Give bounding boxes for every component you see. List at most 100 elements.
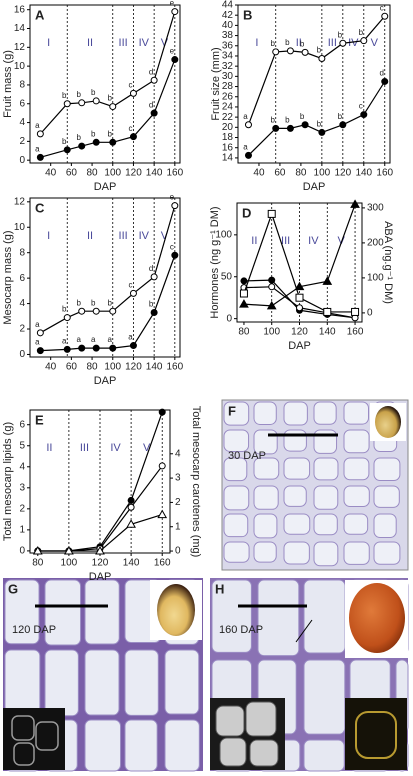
point xyxy=(295,293,304,302)
point xyxy=(63,345,71,353)
y-tick-label: 14 xyxy=(14,23,26,34)
stage-label: 160 DAP xyxy=(219,624,263,636)
point xyxy=(36,347,44,355)
y-tick-label: 10 xyxy=(14,61,26,72)
y-axis-label: Fruit size (mm) xyxy=(210,47,222,120)
point xyxy=(158,462,166,470)
significance-letter: b xyxy=(91,298,96,307)
x-tick-label: 80 xyxy=(238,327,250,338)
y2-tick-label: 200 xyxy=(367,238,384,249)
significance-letter: c xyxy=(128,124,132,133)
significance-letter: b xyxy=(62,91,67,100)
significance-letter: b xyxy=(76,298,81,307)
point xyxy=(78,99,86,107)
significance-letter: b xyxy=(338,112,343,121)
point xyxy=(63,314,71,322)
significance-letter: a xyxy=(128,333,133,342)
point xyxy=(244,151,252,159)
cell xyxy=(164,719,200,772)
cell xyxy=(124,649,159,716)
cell xyxy=(313,513,338,536)
point xyxy=(360,111,368,119)
phase-label: II xyxy=(296,37,302,49)
y-tick-label: 2 xyxy=(19,324,25,335)
x-axis-label: DAP xyxy=(303,181,326,193)
cell xyxy=(253,513,278,539)
point xyxy=(36,153,44,161)
significance-letter: c xyxy=(359,102,363,111)
panel-label: H xyxy=(215,581,224,596)
y-tick-label: 42 xyxy=(222,10,234,21)
point xyxy=(272,124,280,132)
phase-label: I xyxy=(47,230,50,242)
y-tick-label: 10 xyxy=(14,222,26,233)
series-line xyxy=(40,59,176,158)
significance-letter: a xyxy=(62,336,67,345)
y-tick-label: 4 xyxy=(19,117,25,128)
panel-label: D xyxy=(242,205,251,220)
x-tick-label: 60 xyxy=(66,168,78,179)
significance-letter: b xyxy=(285,38,290,47)
cell xyxy=(253,485,279,510)
point xyxy=(322,276,333,285)
point xyxy=(339,39,347,47)
phase-label: III xyxy=(119,37,128,49)
x-tick-label: 40 xyxy=(45,362,57,373)
point xyxy=(268,276,276,284)
y2-tick-label: 100 xyxy=(367,273,384,284)
panel-label: G xyxy=(8,581,18,596)
cell xyxy=(313,541,339,567)
micrograph-f: F 30 DAP xyxy=(221,399,409,571)
significance-letter: e xyxy=(170,47,175,56)
panel-label: C xyxy=(35,200,45,215)
point xyxy=(240,277,248,285)
y-tick-label: 24 xyxy=(222,102,234,113)
significance-letter: b xyxy=(300,112,305,121)
x-tick-label: 140 xyxy=(146,362,163,373)
point xyxy=(78,142,86,150)
significance-letter: a xyxy=(108,335,113,344)
point xyxy=(63,146,71,154)
point xyxy=(294,281,305,291)
x-tick-label: 160 xyxy=(154,558,171,569)
point xyxy=(92,344,100,352)
significance-letter: c xyxy=(128,81,132,90)
x-tick-label: 100 xyxy=(61,558,78,569)
point xyxy=(150,109,158,117)
cell xyxy=(343,541,370,565)
significance-letter: b xyxy=(91,129,96,138)
x-tick-label: 140 xyxy=(123,558,140,569)
x-tick-label: 100 xyxy=(263,327,280,338)
y-tick-label: 4 xyxy=(19,461,25,472)
point xyxy=(92,307,100,315)
stage-label: 30 DAP xyxy=(228,450,266,462)
y2-tick-label: 0 xyxy=(175,546,181,557)
cell xyxy=(313,401,337,425)
point xyxy=(109,103,117,111)
y2-axis-label: Total mesocarp carotenes (mg) xyxy=(190,406,202,558)
significance-letter: b xyxy=(338,30,343,39)
x-tick-label: 80 xyxy=(87,362,99,373)
point xyxy=(150,308,158,316)
point xyxy=(129,342,137,350)
significance-letter: b xyxy=(76,90,81,99)
y-tick-label: 30 xyxy=(222,71,234,82)
x-tick-label: 120 xyxy=(334,168,351,179)
significance-letter: b xyxy=(62,305,67,314)
phase-label: III xyxy=(80,442,89,454)
y-tick-label: 28 xyxy=(222,81,234,92)
y2-tick-label: 0 xyxy=(367,308,373,319)
cell xyxy=(253,541,277,563)
cell xyxy=(373,541,401,565)
point xyxy=(267,209,276,218)
y-tick-label: 0 xyxy=(19,155,25,166)
significance-letter: c xyxy=(128,281,132,290)
phase-label: IV xyxy=(139,230,150,242)
cell xyxy=(223,485,250,511)
significance-letter: d xyxy=(149,67,153,76)
point xyxy=(360,37,368,45)
point xyxy=(266,300,277,310)
cell xyxy=(283,485,307,507)
micrograph-h: H 160 DAP xyxy=(210,578,409,772)
y-axis-label: Hormones (ng g⁻¹ DM) xyxy=(209,206,221,318)
